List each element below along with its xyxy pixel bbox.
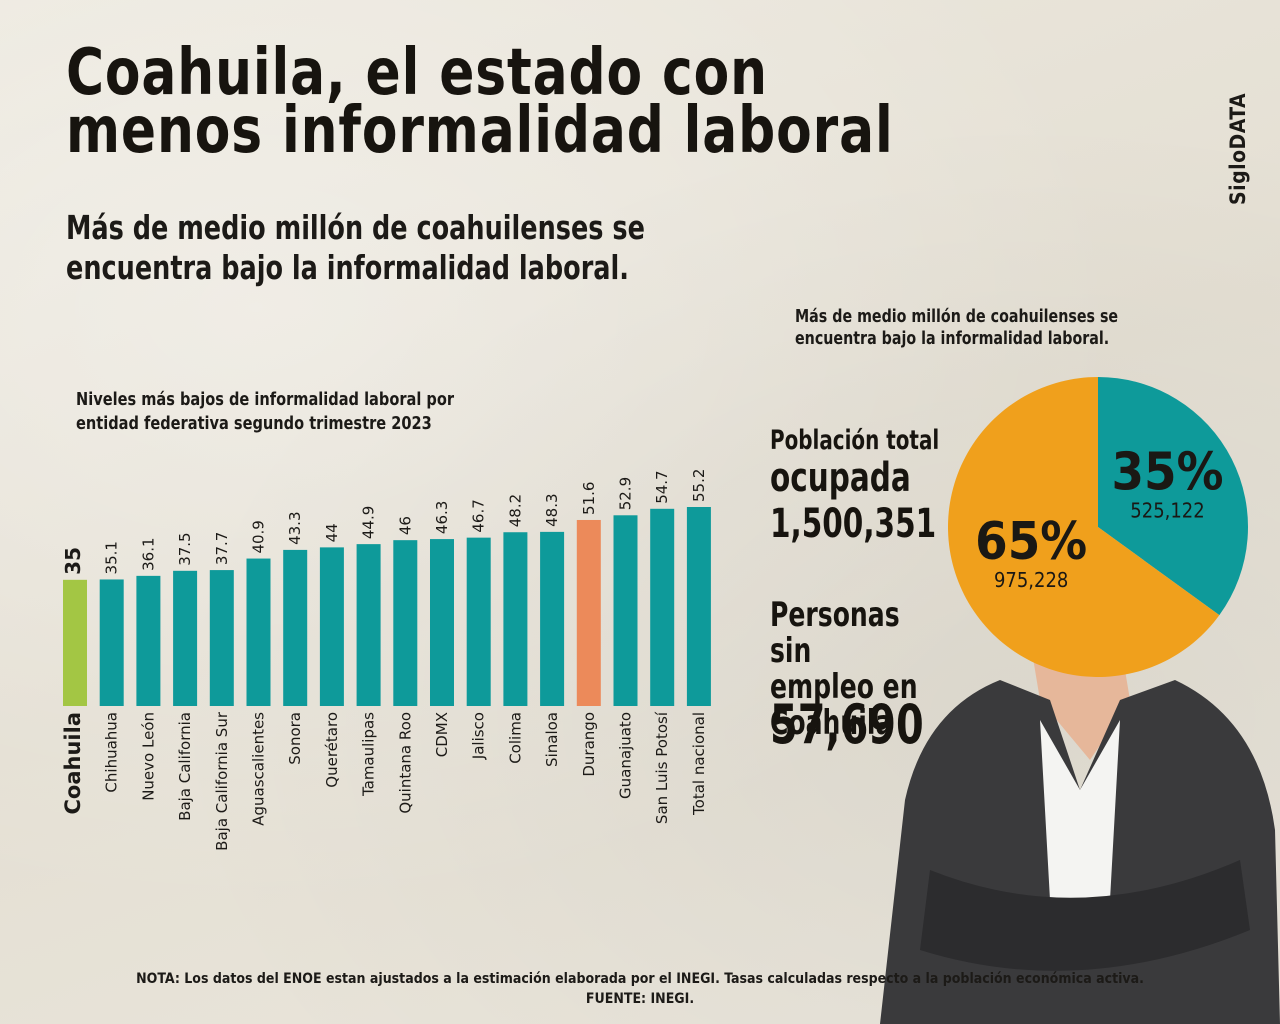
value-label-10: 46.3 bbox=[433, 501, 451, 534]
bar-chart-title-line-1: Niveles más bajos de informalidad labora… bbox=[76, 389, 455, 410]
category-label-5: Aguascalientes bbox=[250, 712, 268, 826]
value-label-3: 37.5 bbox=[176, 532, 194, 565]
category-label-14: Durango bbox=[580, 712, 598, 777]
poblacion-label-line-1: Población total bbox=[770, 425, 940, 456]
bar-4 bbox=[209, 570, 234, 706]
sin-empleo-label: Personas sin empleo en Coahuila bbox=[770, 597, 934, 741]
title-line-1: Coahuila, el estado con bbox=[66, 36, 768, 110]
category-label-12: Colima bbox=[506, 712, 524, 764]
category-label-13: Sinaloa bbox=[543, 712, 561, 767]
category-label-11: Jalisco bbox=[470, 712, 488, 760]
bar-7 bbox=[319, 547, 344, 706]
category-label-17: Total nacional bbox=[690, 712, 708, 816]
value-label-8: 44.9 bbox=[360, 506, 378, 539]
value-label-16: 54.7 bbox=[653, 470, 671, 503]
category-label-4: Baja California Sur bbox=[213, 711, 231, 851]
value-label-7: 44 bbox=[323, 523, 341, 542]
value-label-14: 51.6 bbox=[580, 482, 598, 515]
poblacion-label-line-2: ocupada bbox=[770, 455, 911, 501]
bar-3 bbox=[173, 570, 198, 706]
pie-caption-line-2: encuentra bajo la informalidad laboral. bbox=[795, 328, 1110, 349]
subtitle-line-2: encuentra bajo la informalidad laboral. bbox=[66, 248, 629, 287]
pie-caption-line-1: Más de medio millón de coahuilenses se bbox=[795, 306, 1119, 327]
category-label-3: Baja California bbox=[176, 712, 194, 821]
bar-2 bbox=[136, 575, 161, 706]
category-label-16: San Luis Potosí bbox=[653, 711, 671, 824]
footer-note: NOTA: Los datos del ENOE estan ajustados… bbox=[136, 971, 1144, 987]
category-label-9: Quintana Roo bbox=[396, 712, 414, 814]
poblacion-value: 1,500,351 bbox=[770, 501, 937, 547]
category-label-1: Chihuahua bbox=[103, 712, 121, 793]
bar-9 bbox=[393, 540, 418, 706]
page-subtitle: Más de medio millón de coahuilenses se e… bbox=[66, 208, 806, 288]
value-label-5: 40.9 bbox=[250, 520, 268, 553]
brand-logo: SigloDATA bbox=[1226, 92, 1250, 205]
bar-1 bbox=[99, 579, 124, 706]
bar-chart-title: Niveles más bajos de informalidad labora… bbox=[76, 388, 544, 436]
bar-11 bbox=[466, 537, 491, 706]
value-label-9: 46 bbox=[396, 516, 414, 535]
value-label-2: 36.1 bbox=[139, 537, 157, 570]
title-line-2: menos informalidad laboral bbox=[66, 94, 894, 168]
bar-0 bbox=[63, 579, 87, 706]
pie-caption: Más de medio millón de coahuilenses se e… bbox=[795, 306, 1165, 350]
value-label-13: 48.3 bbox=[543, 493, 561, 526]
value-label-4: 37.7 bbox=[213, 532, 231, 565]
value-label-17: 55.2 bbox=[690, 469, 708, 502]
footer-source: FUENTE: INEGI. bbox=[585, 991, 695, 1007]
category-label-10: CDMX bbox=[433, 712, 451, 757]
bar-16 bbox=[650, 508, 675, 706]
value-label-15: 52.9 bbox=[617, 477, 635, 510]
value-label-12: 48.2 bbox=[506, 494, 524, 527]
bar-8 bbox=[356, 544, 381, 706]
bar-17 bbox=[686, 507, 711, 706]
bar-6 bbox=[283, 549, 308, 706]
value-label-0: 35 bbox=[61, 547, 85, 575]
bar-chart-title-line-2: entidad federativa segundo trimestre 202… bbox=[76, 413, 432, 434]
category-label-6: Sonora bbox=[286, 712, 304, 765]
category-label-8: Tamaulipas bbox=[360, 712, 378, 797]
category-label-7: Querétaro bbox=[323, 712, 341, 788]
bar-12 bbox=[503, 532, 528, 706]
bar-15 bbox=[613, 515, 638, 706]
value-label-6: 43.3 bbox=[286, 511, 304, 544]
subtitle-line-1: Más de medio millón de coahuilenses se bbox=[66, 208, 645, 247]
bar-10 bbox=[430, 539, 454, 706]
category-label-15: Guanajuato bbox=[617, 712, 635, 799]
page-title: Coahuila, el estado con menos informalid… bbox=[66, 41, 894, 163]
value-label-11: 46.7 bbox=[470, 499, 488, 532]
bar-chart: 35 Coahuila 35.1 Chihuahua 36.1 Nuevo León 37.… bbox=[61, 469, 711, 851]
sin-empleo-label-line-1: Personas sin bbox=[770, 595, 900, 671]
sin-empleo-value: 57,690 bbox=[770, 693, 924, 756]
bar-13 bbox=[540, 531, 565, 706]
bar-5 bbox=[246, 558, 271, 706]
category-label-0: Coahuila bbox=[61, 712, 85, 814]
value-label-1: 35.1 bbox=[103, 541, 121, 574]
category-label-2: Nuevo León bbox=[139, 712, 157, 801]
bar-14 bbox=[576, 519, 601, 706]
sin-empleo-label-line-3: Coahuila bbox=[770, 703, 893, 743]
